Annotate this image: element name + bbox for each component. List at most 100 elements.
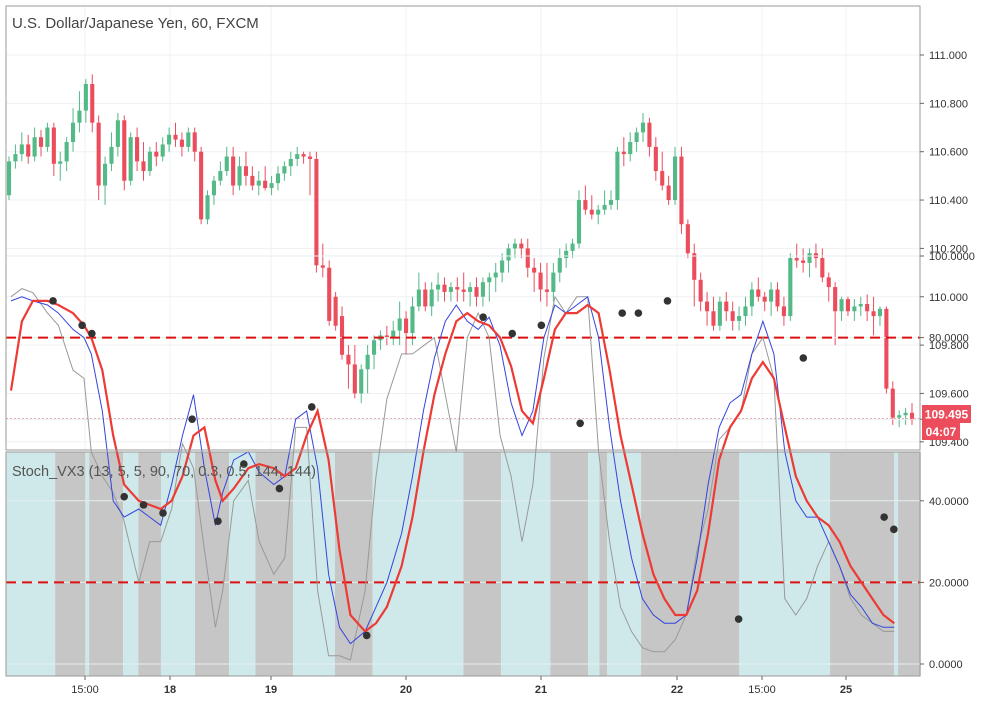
- time-axis: 15:00 18 19 20 21 22 15:00 25: [71, 676, 852, 696]
- candle-body: [109, 146, 114, 164]
- crossover-dot: [663, 297, 672, 305]
- candle-body: [781, 306, 786, 317]
- candle-body: [807, 253, 812, 263]
- candle-body: [115, 120, 120, 147]
- stoch-slow-line: [9, 299, 895, 633]
- candle-body: [666, 185, 671, 201]
- candle-body: [70, 122, 76, 143]
- candle-body: [615, 151, 620, 201]
- candle-body: [826, 277, 831, 288]
- price-tick-label: 110.800: [929, 98, 968, 110]
- candle-body: [333, 296, 338, 326]
- candle-body: [179, 139, 184, 147]
- candle-body: [500, 260, 505, 273]
- time-tick-label: 20: [400, 684, 412, 696]
- crossover-dot: [734, 615, 743, 623]
- indicator-pane-frame: [5, 451, 921, 677]
- indicator-lines: [9, 288, 895, 661]
- candle-body: [487, 277, 492, 283]
- time-tick-label: 19: [265, 684, 277, 696]
- crossover-dot: [634, 309, 643, 317]
- indicator-title: Stoch_VX3 (13, 5, 5, 90, 70, 0.3, 0.5, 1…: [12, 464, 316, 480]
- candle-body: [698, 279, 703, 302]
- last-price-label: 109.495 04:07: [922, 405, 971, 440]
- candle-body: [51, 127, 56, 164]
- candle-body: [339, 316, 345, 355]
- candle-body: [583, 200, 588, 210]
- candle-body: [551, 272, 556, 292]
- candle-body: [839, 299, 844, 312]
- crossover-dot: [49, 297, 57, 305]
- candle-body: [263, 180, 268, 188]
- crossover-dot: [618, 309, 627, 317]
- candle-body: [717, 301, 722, 326]
- indicator-dots: [49, 297, 898, 640]
- candle-body: [525, 248, 530, 268]
- candle-body: [589, 209, 594, 215]
- candle-body: [58, 161, 63, 164]
- candle-body: [769, 289, 774, 302]
- candle-body: [410, 306, 415, 334]
- candle-body: [730, 311, 735, 321]
- candle-body: [6, 161, 12, 196]
- indicator-region: [739, 452, 831, 676]
- candle-body: [314, 158, 319, 266]
- candle-body: [288, 158, 293, 167]
- candle-body: [909, 412, 915, 421]
- indicator-region: [255, 452, 294, 676]
- candle-body: [775, 289, 780, 307]
- crossover-dot: [880, 513, 888, 521]
- candle-body: [231, 156, 236, 186]
- candle-body: [141, 161, 146, 172]
- indicator-region: [898, 452, 921, 676]
- last-price-badge: [922, 405, 971, 423]
- candle-body: [45, 127, 50, 147]
- candle-body: [211, 180, 216, 196]
- candle-body: [705, 301, 710, 312]
- candle-body: [295, 154, 300, 159]
- crossover-dot: [890, 525, 898, 534]
- indicator-region: [138, 452, 161, 676]
- candle-body: [275, 173, 281, 184]
- price-tick-label: 110.400: [929, 195, 968, 207]
- candle-body: [64, 142, 69, 162]
- candle-body: [436, 284, 441, 290]
- indicator-region: [463, 452, 502, 676]
- candle-body: [13, 154, 18, 162]
- crossover-dot: [576, 419, 584, 428]
- candle-body: [647, 122, 652, 147]
- price-pane-frame: [5, 5, 921, 451]
- candle-body: [788, 258, 793, 317]
- candle-body: [519, 243, 524, 249]
- indicator-region: [830, 452, 895, 676]
- crossover-dot: [537, 321, 546, 330]
- candle-body: [224, 156, 229, 172]
- indicator-region: [55, 452, 86, 676]
- candle-body: [474, 287, 479, 297]
- candle-body: [724, 301, 729, 312]
- price-tick-label: 110.200: [929, 243, 968, 255]
- candle-body: [307, 156, 313, 159]
- candle-body: [634, 132, 639, 143]
- candle-body: [794, 258, 799, 261]
- crossover-dot: [479, 313, 487, 322]
- time-tick-label: 25: [840, 684, 852, 696]
- candle-body: [250, 175, 255, 186]
- indicator-region: [195, 452, 230, 676]
- candle-body: [160, 144, 165, 157]
- candle-body: [128, 137, 133, 181]
- candle-body: [83, 84, 88, 111]
- countdown-badge: [922, 423, 960, 440]
- candle-body: [192, 132, 197, 152]
- candle-body: [384, 335, 389, 338]
- candle-body: [26, 144, 31, 157]
- indicator-region: [588, 452, 600, 676]
- price-tick-label: 109.600: [929, 388, 969, 400]
- candle-body: [90, 84, 95, 123]
- candle-body: [570, 243, 575, 251]
- price-tick-label: 110.000: [929, 292, 968, 304]
- candle-body: [608, 200, 614, 205]
- candle-body: [762, 296, 767, 302]
